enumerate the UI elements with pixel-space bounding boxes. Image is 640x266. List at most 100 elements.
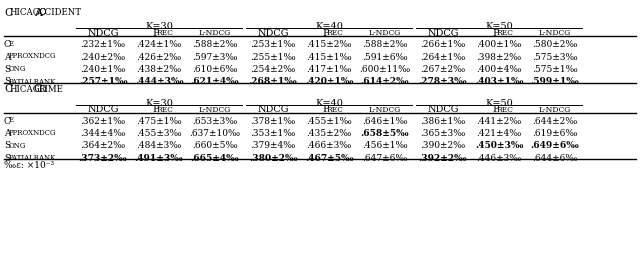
Text: K=30: K=30 — [145, 98, 173, 107]
Text: .415±1‰: .415±1‰ — [306, 52, 352, 61]
Text: .455±1‰: .455±1‰ — [306, 117, 352, 126]
Text: .644±2‰: .644±2‰ — [532, 117, 578, 126]
Text: .644±6‰: .644±6‰ — [532, 154, 578, 163]
Text: C: C — [4, 8, 13, 18]
Text: A: A — [4, 52, 10, 61]
Text: .649±6‰: .649±6‰ — [531, 142, 579, 151]
Text: P: P — [323, 106, 329, 114]
Text: .580±2‰: .580±2‰ — [532, 40, 578, 49]
Text: .392±2‰: .392±2‰ — [419, 154, 467, 163]
Text: REC: REC — [326, 106, 344, 114]
Text: S: S — [4, 77, 10, 86]
Text: .637±10‰: .637±10‰ — [189, 129, 241, 138]
Text: REC: REC — [157, 29, 173, 37]
Text: .344±4‰: .344±4‰ — [80, 129, 125, 138]
Text: NDCG: NDCG — [428, 106, 459, 114]
Text: L-NDCG: L-NDCG — [369, 29, 401, 37]
Text: .455±3‰: .455±3‰ — [136, 129, 182, 138]
Text: A: A — [4, 129, 10, 138]
Text: L-NDCG: L-NDCG — [539, 106, 571, 114]
Text: PATIALRANK: PATIALRANK — [8, 154, 56, 162]
Text: P: P — [152, 29, 159, 38]
Text: K=40: K=40 — [315, 98, 343, 107]
Text: .426±2‰: .426±2‰ — [136, 52, 182, 61]
Text: .466±3‰: .466±3‰ — [307, 142, 352, 151]
Text: .255±1‰: .255±1‰ — [250, 52, 296, 61]
Text: PATIALRANK: PATIALRANK — [8, 77, 56, 85]
Text: .421±4‰: .421±4‰ — [476, 129, 522, 138]
Text: .403±1‰: .403±1‰ — [475, 77, 524, 86]
Text: K=30: K=30 — [145, 22, 173, 31]
Text: C: C — [34, 85, 42, 94]
Text: P: P — [152, 106, 159, 114]
Text: C: C — [4, 85, 13, 94]
Text: P: P — [323, 29, 329, 38]
Text: PPROXNDCG: PPROXNDCG — [8, 52, 56, 60]
Text: NDCG: NDCG — [257, 29, 289, 38]
Text: .665±4‰: .665±4‰ — [191, 154, 239, 163]
Text: .647±6‰: .647±6‰ — [362, 154, 408, 163]
Text: P: P — [492, 29, 499, 38]
Text: NDCG: NDCG — [87, 29, 119, 38]
Text: REC: REC — [326, 29, 344, 37]
Text: HICAGO: HICAGO — [9, 8, 47, 17]
Text: .591±6‰: .591±6‰ — [362, 52, 408, 61]
Text: .400±1‰: .400±1‰ — [476, 40, 522, 49]
Text: .619±6‰: .619±6‰ — [532, 129, 578, 138]
Text: .588±2‰: .588±2‰ — [362, 40, 408, 49]
Text: .420±1‰: .420±1‰ — [305, 77, 353, 86]
Text: .475±1‰: .475±1‰ — [136, 117, 182, 126]
Text: .646±1‰: .646±1‰ — [362, 117, 408, 126]
Text: REC: REC — [497, 29, 514, 37]
Text: K=40: K=40 — [315, 22, 343, 31]
Text: .491±3‰: .491±3‰ — [134, 154, 184, 163]
Text: P: P — [492, 106, 499, 114]
Text: HICAGO: HICAGO — [9, 85, 47, 94]
Text: S: S — [4, 142, 10, 151]
Text: NDCG: NDCG — [87, 106, 119, 114]
Text: .484±3‰: .484±3‰ — [136, 142, 182, 151]
Text: .257±1‰: .257±1‰ — [79, 77, 127, 86]
Text: .610±6‰: .610±6‰ — [192, 65, 237, 74]
Text: .600±11‰: .600±11‰ — [360, 65, 411, 74]
Text: .378±1‰: .378±1‰ — [250, 117, 296, 126]
Text: .232±1‰: .232±1‰ — [81, 40, 125, 49]
Text: .446±3‰: .446±3‰ — [476, 154, 522, 163]
Text: REC: REC — [157, 106, 173, 114]
Text: PPROXNDCG: PPROXNDCG — [8, 129, 56, 137]
Text: .575±3‰: .575±3‰ — [532, 52, 578, 61]
Text: .415±2‰: .415±2‰ — [307, 40, 352, 49]
Text: REC: REC — [497, 106, 514, 114]
Text: .390±2‰: .390±2‰ — [420, 142, 466, 151]
Text: ONG: ONG — [8, 142, 26, 149]
Text: .254±2‰: .254±2‰ — [250, 65, 296, 74]
Text: .450±3‰: .450±3‰ — [475, 142, 523, 151]
Text: L-NDCG: L-NDCG — [199, 106, 231, 114]
Text: ‰ε: ×10⁻³: ‰ε: ×10⁻³ — [4, 161, 54, 170]
Text: .400±4‰: .400±4‰ — [476, 65, 522, 74]
Text: .362±1‰: .362±1‰ — [81, 117, 125, 126]
Text: .658±5‰: .658±5‰ — [361, 129, 410, 138]
Text: .380±2‰: .380±2‰ — [249, 154, 297, 163]
Text: K=50: K=50 — [485, 22, 513, 31]
Text: S: S — [4, 154, 10, 163]
Text: NDCG: NDCG — [428, 29, 459, 38]
Text: .267±2‰: .267±2‰ — [420, 65, 466, 74]
Text: E: E — [8, 40, 13, 48]
Text: A: A — [34, 8, 42, 18]
Text: .365±3‰: .365±3‰ — [420, 129, 466, 138]
Text: .373±2‰: .373±2‰ — [79, 154, 127, 163]
Text: .467±5‰: .467±5‰ — [305, 154, 353, 163]
Text: .435±2‰: .435±2‰ — [307, 129, 352, 138]
Text: .456±1‰: .456±1‰ — [362, 142, 408, 151]
Text: .621±4‰: .621±4‰ — [191, 77, 239, 86]
Text: .379±4‰: .379±4‰ — [250, 142, 296, 151]
Text: .599±1‰: .599±1‰ — [531, 77, 579, 86]
Text: .417±1‰: .417±1‰ — [307, 65, 352, 74]
Text: .588±2‰: .588±2‰ — [192, 40, 237, 49]
Text: .266±1‰: .266±1‰ — [420, 40, 466, 49]
Text: .240±2‰: .240±2‰ — [81, 52, 125, 61]
Text: .386±1‰: .386±1‰ — [420, 117, 466, 126]
Text: .253±1‰: .253±1‰ — [250, 40, 296, 49]
Text: .597±3‰: .597±3‰ — [192, 52, 237, 61]
